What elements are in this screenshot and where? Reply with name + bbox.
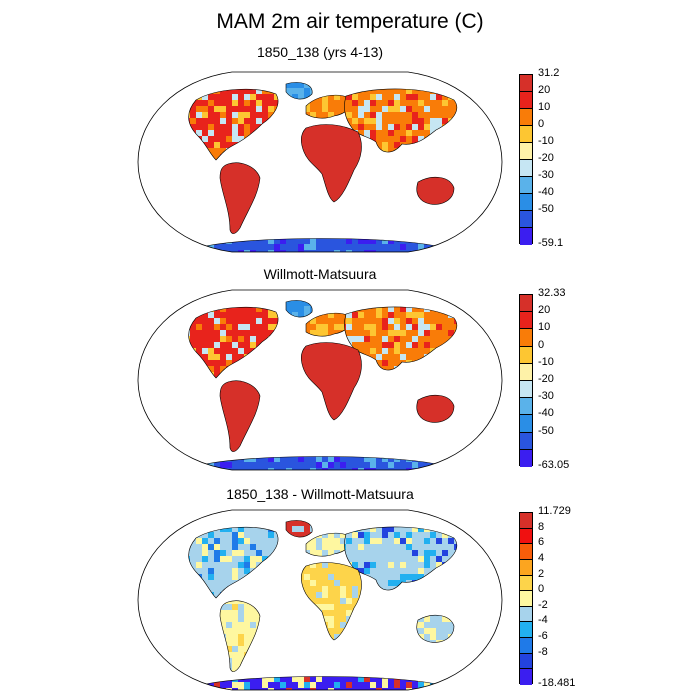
coastline [188, 88, 279, 161]
colorbar-tick-label: 8 [538, 520, 545, 533]
colorbar-swatch [520, 432, 532, 450]
colorbar-tick-label: -40 [538, 186, 554, 198]
colorbar-tick-label: -20 [538, 373, 554, 385]
land-australia [416, 395, 454, 423]
colorbar-tick-label: -8 [538, 645, 548, 658]
coastline [344, 306, 458, 371]
colorbar-swatch [520, 126, 532, 143]
colorbar-tick-label: -59.1 [538, 237, 564, 249]
colorbar-tick-label: 6 [538, 536, 545, 549]
land-antarctica [206, 676, 436, 690]
colorbar-swatch [520, 363, 532, 381]
colorbar-tick-label: 10 [538, 101, 551, 113]
colorbar-swatch [520, 194, 532, 211]
coastline [188, 526, 279, 599]
colorbar-swatch [520, 449, 532, 467]
colorbar-swatch [520, 513, 532, 529]
panel-title: 1850_138 (yrs 4-13) [256, 44, 384, 60]
colorbar-tick-label: -30 [538, 390, 554, 403]
coastline [219, 600, 261, 672]
coastline [344, 526, 458, 591]
coastline [300, 562, 362, 641]
map-boundary [137, 509, 503, 691]
colorbar-tick-label: -20 [538, 152, 554, 164]
difference-map [137, 509, 503, 691]
colorbar-tick-label: 0 [538, 338, 545, 351]
colorbar-swatch [520, 143, 532, 160]
colorbar-swatch [520, 312, 532, 330]
colorbar-swatch [520, 606, 532, 623]
colorbar-tick-label: 2 [538, 567, 545, 580]
colorbar-tick-label: 4 [538, 551, 545, 564]
colorbar-tick-label: 20 [538, 84, 551, 96]
colorbar-swatch [520, 575, 532, 592]
colorbar-tick-label: -50 [538, 424, 554, 437]
colorbar-tick-label: -18.481 [538, 677, 576, 689]
colorbar-swatch [520, 544, 532, 560]
colorbar-tick-label: -2 [538, 598, 548, 611]
colorbar-tick-label: 20 [538, 304, 551, 317]
colorbar-tick-label: 32.33 [538, 287, 566, 299]
colorbar-swatch [520, 415, 532, 433]
colorbar-swatch [520, 295, 532, 313]
colorbar-swatch [520, 380, 532, 399]
panel-title: Willmott-Matsuura [263, 266, 377, 282]
colorbar-swatch [520, 591, 532, 607]
colorbar-swatch [520, 160, 532, 177]
land-europe [306, 313, 352, 337]
colorbar-swatch [520, 638, 532, 654]
colorbar-tick-label: 0 [538, 118, 545, 130]
colorbar-tick-label: 0 [538, 583, 545, 596]
land-antarctica [206, 238, 436, 252]
colorbar-tick-label: -63.05 [538, 459, 570, 471]
panel-title: 1850_138 - Willmott-Matsuura [226, 486, 414, 502]
colorbar-swatch [520, 398, 532, 416]
colorbar [519, 294, 533, 467]
coastline [300, 124, 362, 203]
coastline [285, 82, 313, 100]
temperature-map [137, 289, 503, 471]
coastline [416, 176, 455, 205]
colorbar-swatch [520, 559, 532, 576]
colorbar-swatch [520, 228, 532, 245]
colorbar-swatch [520, 177, 532, 194]
colorbar-tick-label: 10 [538, 321, 551, 334]
coastline [300, 342, 362, 421]
colorbar-tick-label: 11.729 [538, 505, 571, 517]
figure-title: MAM 2m air temperature (C) [216, 10, 484, 33]
map-boundary [137, 71, 503, 253]
colorbar-swatch [520, 528, 532, 545]
colorbar-tick-label: -50 [538, 203, 554, 215]
colorbar-swatch [520, 211, 532, 228]
colorbar-tick-label: -4 [538, 614, 548, 627]
map-boundary [137, 289, 503, 471]
coastline [344, 88, 458, 153]
land-australia [416, 177, 454, 205]
colorbar-swatch [520, 653, 532, 670]
colorbar-tick-label: 31.2 [538, 67, 560, 79]
colorbar-tick-label: -6 [538, 630, 548, 643]
colorbar-swatch [520, 622, 532, 638]
colorbar-swatch [520, 92, 532, 109]
colorbar [519, 512, 533, 685]
coastline [219, 162, 261, 234]
colorbar-tick-label: -10 [538, 355, 554, 368]
colorbar-tick-label: -30 [538, 169, 554, 181]
colorbar-swatch [520, 75, 532, 92]
coastline [416, 394, 455, 423]
coastline [285, 300, 313, 318]
temperature-map [137, 71, 503, 253]
coastline [285, 520, 313, 538]
colorbar-swatch [520, 346, 532, 364]
colorbar-tick-label: -40 [538, 407, 554, 420]
colorbar-swatch [520, 669, 532, 685]
colorbar [519, 74, 533, 245]
colorbar-tick-label: -10 [538, 135, 554, 147]
colorbar-swatch [520, 329, 532, 347]
coastline [219, 380, 261, 452]
colorbar-swatch [520, 109, 532, 126]
coastline [416, 614, 455, 643]
coastline [188, 306, 279, 379]
